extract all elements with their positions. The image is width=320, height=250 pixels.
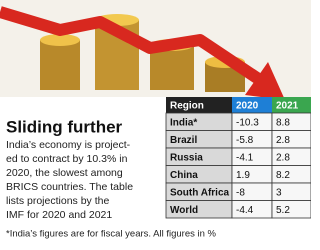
body-text: BRICS countries. The table xyxy=(6,181,133,193)
page: Sliding further *India’s figures are for… xyxy=(0,0,311,245)
infographic: Sliding further *India’s figures are for… xyxy=(0,0,311,245)
value-text: -5.8 xyxy=(236,135,254,146)
body-text: India’s economy is project- xyxy=(6,139,131,151)
region-text: India* xyxy=(170,117,197,128)
header-text: Region xyxy=(170,101,204,112)
region-text: China xyxy=(170,170,198,181)
value-text: -4.1 xyxy=(236,152,254,163)
value-text: 8.2 xyxy=(276,170,290,181)
value-text: 2.8 xyxy=(276,152,290,163)
body-text: 2020, the slowest among xyxy=(6,167,123,179)
value-text: 1.9 xyxy=(236,170,250,181)
header-text: 2020 xyxy=(236,101,259,112)
header-text: 2021 xyxy=(276,101,299,112)
value-text: 2.8 xyxy=(276,135,290,146)
region-text: World xyxy=(170,205,198,216)
region-text: South Africa xyxy=(170,187,230,198)
body-text: lists projections by the xyxy=(6,195,109,207)
value-text: -8 xyxy=(236,187,245,198)
value-text: -10.3 xyxy=(236,117,259,128)
headline: Sliding further xyxy=(6,117,123,136)
body-text: IMF for 2020 and 2021 xyxy=(6,209,112,221)
region-text: Russia xyxy=(170,152,203,163)
region-text: Brazil xyxy=(170,135,197,146)
value-text: 5.2 xyxy=(276,205,290,216)
value-text: -4.4 xyxy=(236,205,254,216)
body-text: ed to contract by 10.3% in xyxy=(6,153,128,165)
footnote: *India’s figures are for fiscal years. A… xyxy=(6,229,217,240)
value-text: 3 xyxy=(276,187,282,198)
value-text: 8.8 xyxy=(276,117,290,128)
